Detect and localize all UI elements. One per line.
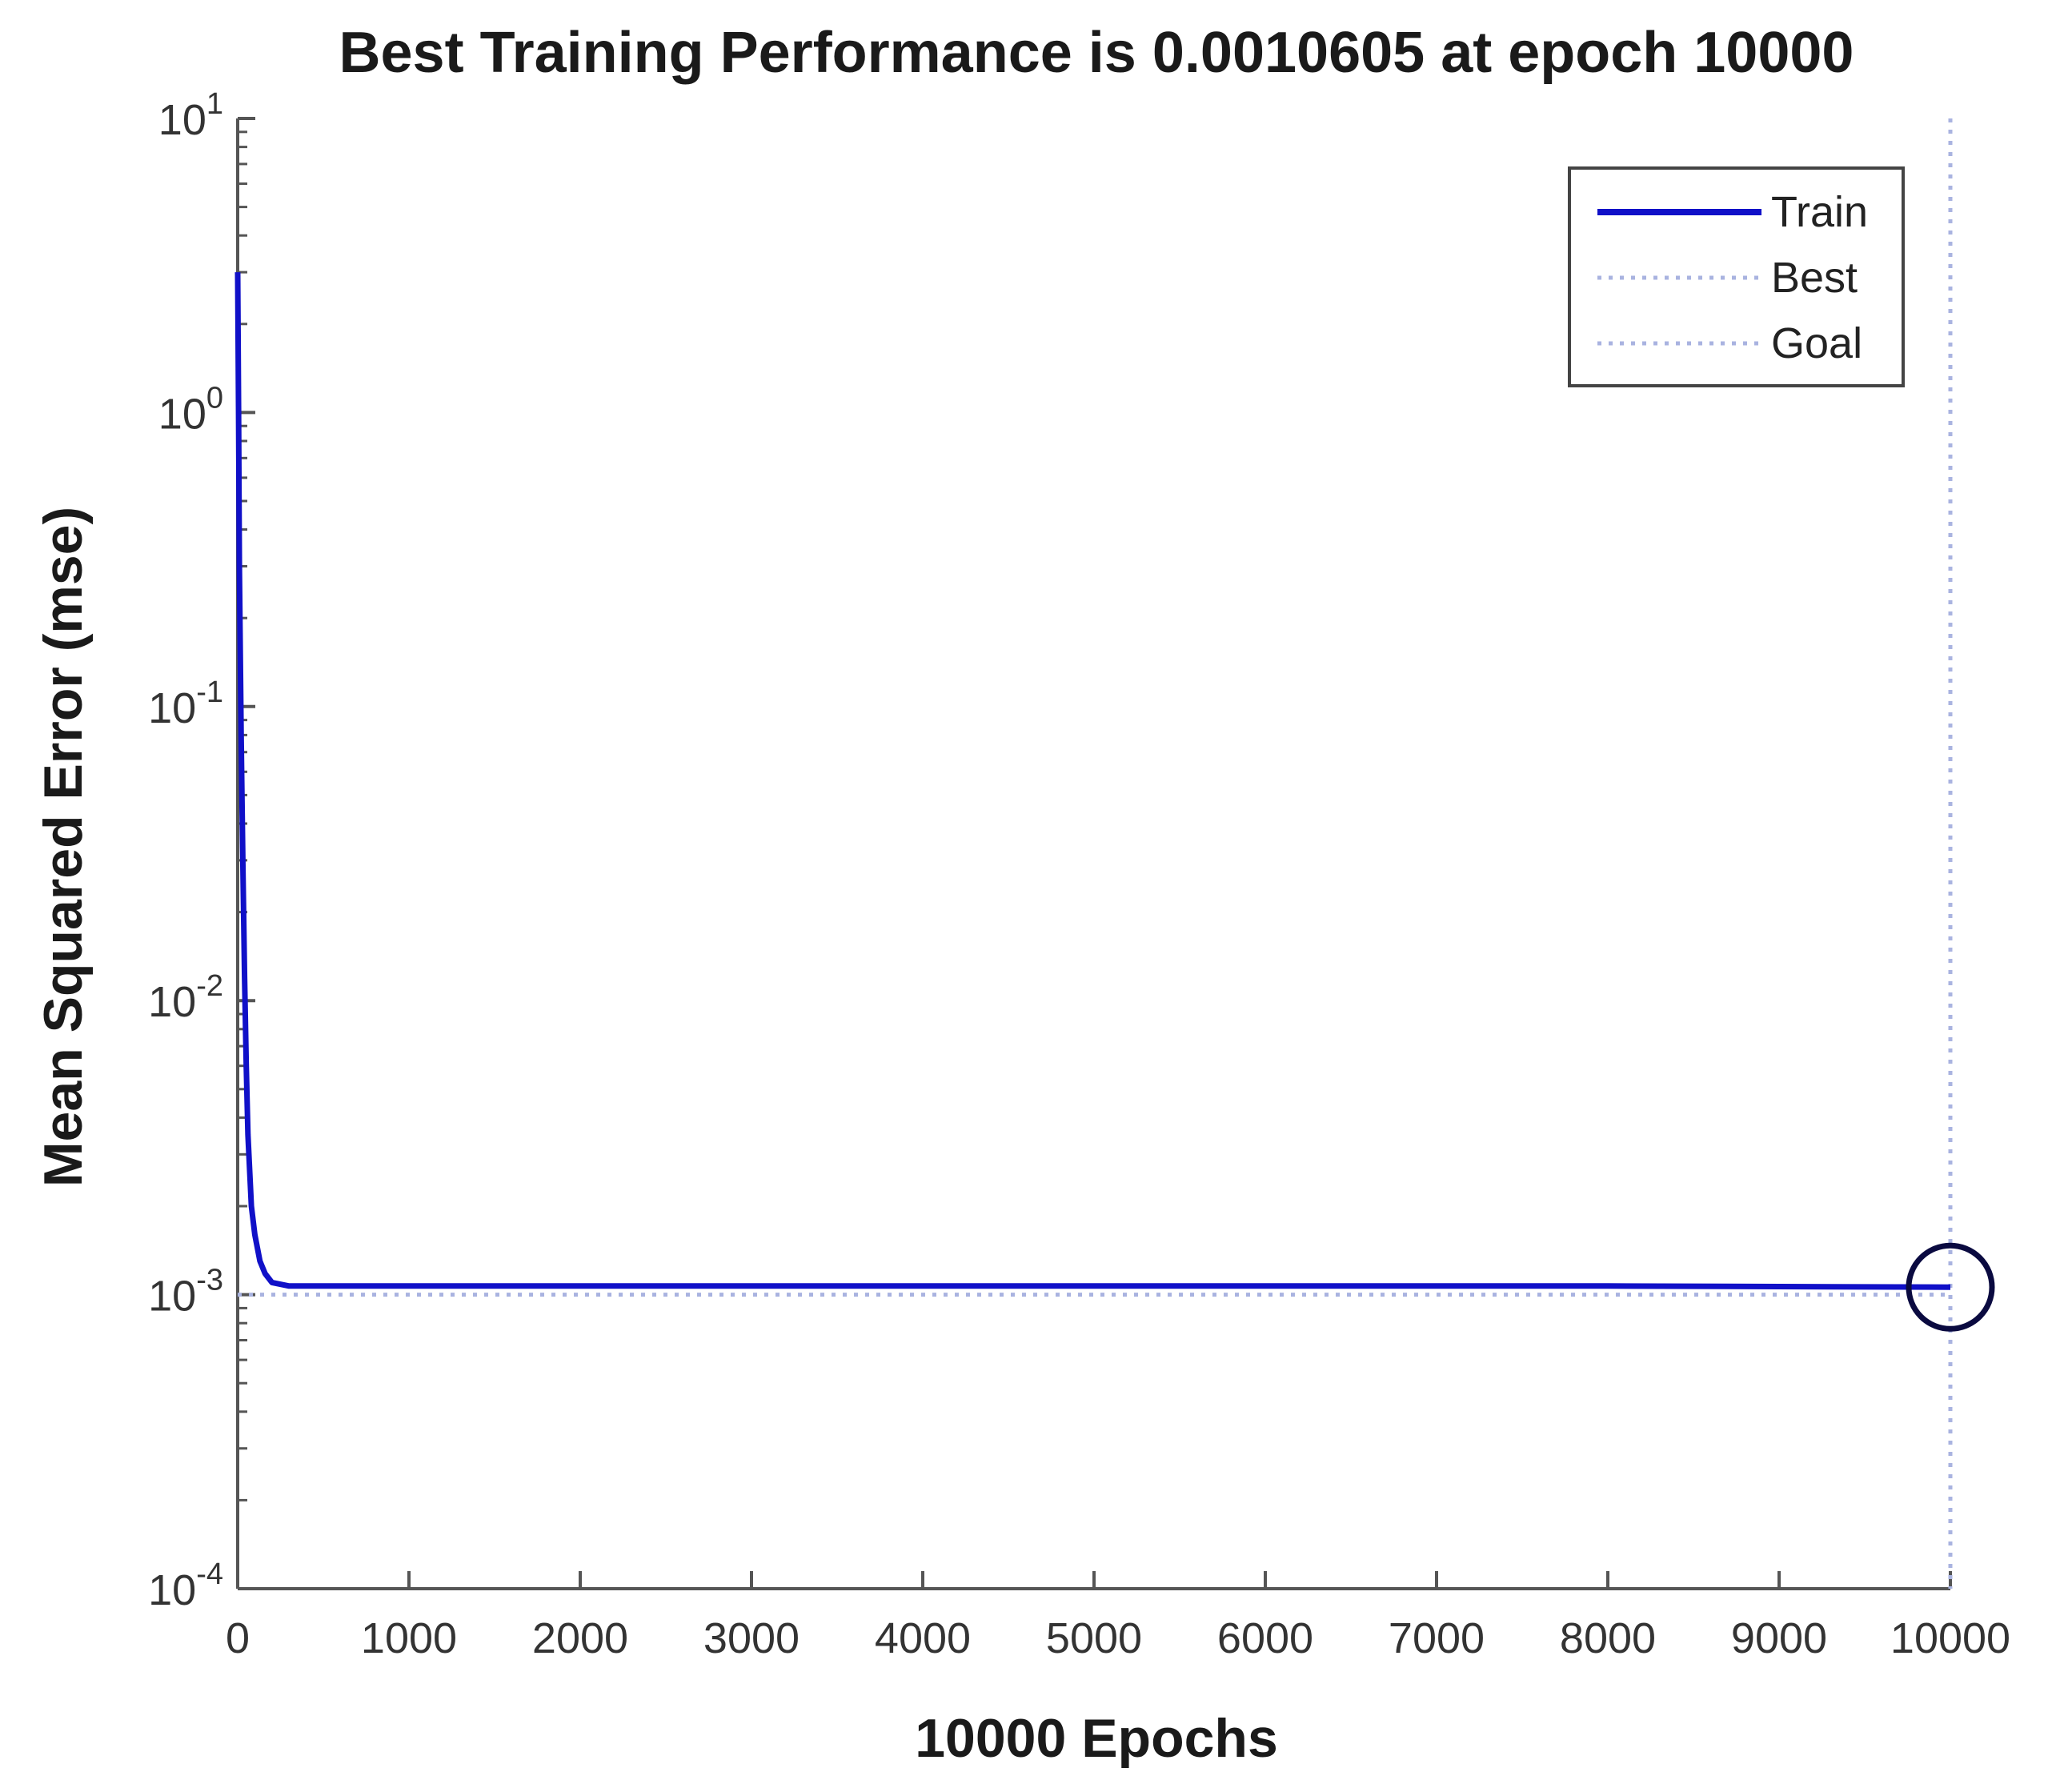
y-tick-label: 100 (158, 381, 223, 438)
y-tick-label-exponent: -3 (196, 1264, 223, 1297)
best-marker (1906, 1242, 1995, 1332)
x-tick-label: 4000 (875, 1614, 971, 1662)
y-tick-label-exponent: 0 (206, 381, 223, 415)
legend-label-goal: Goal (1771, 319, 1862, 367)
y-tick-label-exponent: -2 (196, 969, 223, 1003)
x-tick-label: 7000 (1389, 1614, 1485, 1662)
y-tick-label: 10-3 (148, 1264, 223, 1321)
y-tick-label: 10-4 (148, 1557, 223, 1614)
y-tick-label: 101 (158, 87, 223, 144)
y-tick-label-base: 10 (148, 1566, 196, 1614)
y-tick-label: 10-2 (148, 969, 223, 1026)
x-tick-label: 9000 (1731, 1614, 1827, 1662)
train-line (234, 272, 1951, 1290)
x-tick-label: 8000 (1560, 1614, 1656, 1662)
legend: Train Best Goal (1568, 166, 1905, 387)
legend-box (1568, 166, 1905, 387)
y-tick-label-base: 10 (148, 1273, 196, 1321)
y-tick-label-base: 10 (148, 978, 196, 1026)
chart-title: Best Training Performance is 0.0010605 a… (339, 21, 1854, 85)
legend-label-train: Train (1771, 188, 1868, 236)
x-tick-label: 2000 (532, 1614, 628, 1662)
legend-label-best: Best (1771, 254, 1858, 302)
y-tick-label-base: 10 (158, 390, 206, 438)
x-axis-label: 10000 Epochs (915, 1708, 1278, 1769)
y-tick-label-exponent: -4 (196, 1557, 223, 1591)
y-tick-label-exponent: 1 (206, 87, 223, 121)
y-tick-label: 10-1 (148, 676, 223, 732)
x-tick-label: 1000 (361, 1614, 457, 1662)
x-tick-label: 10000 (1890, 1614, 2010, 1662)
y-axis-label: Mean Squared Error (mse) (33, 507, 94, 1187)
x-tick-label: 3000 (703, 1614, 800, 1662)
x-tick-label: 6000 (1217, 1614, 1313, 1662)
y-tick-label-exponent: -1 (196, 676, 223, 709)
x-tick-label: 5000 (1046, 1614, 1142, 1662)
y-tick-label-base: 10 (158, 96, 206, 144)
y-tick-label-base: 10 (148, 684, 196, 732)
x-tick-label: 0 (226, 1614, 250, 1662)
